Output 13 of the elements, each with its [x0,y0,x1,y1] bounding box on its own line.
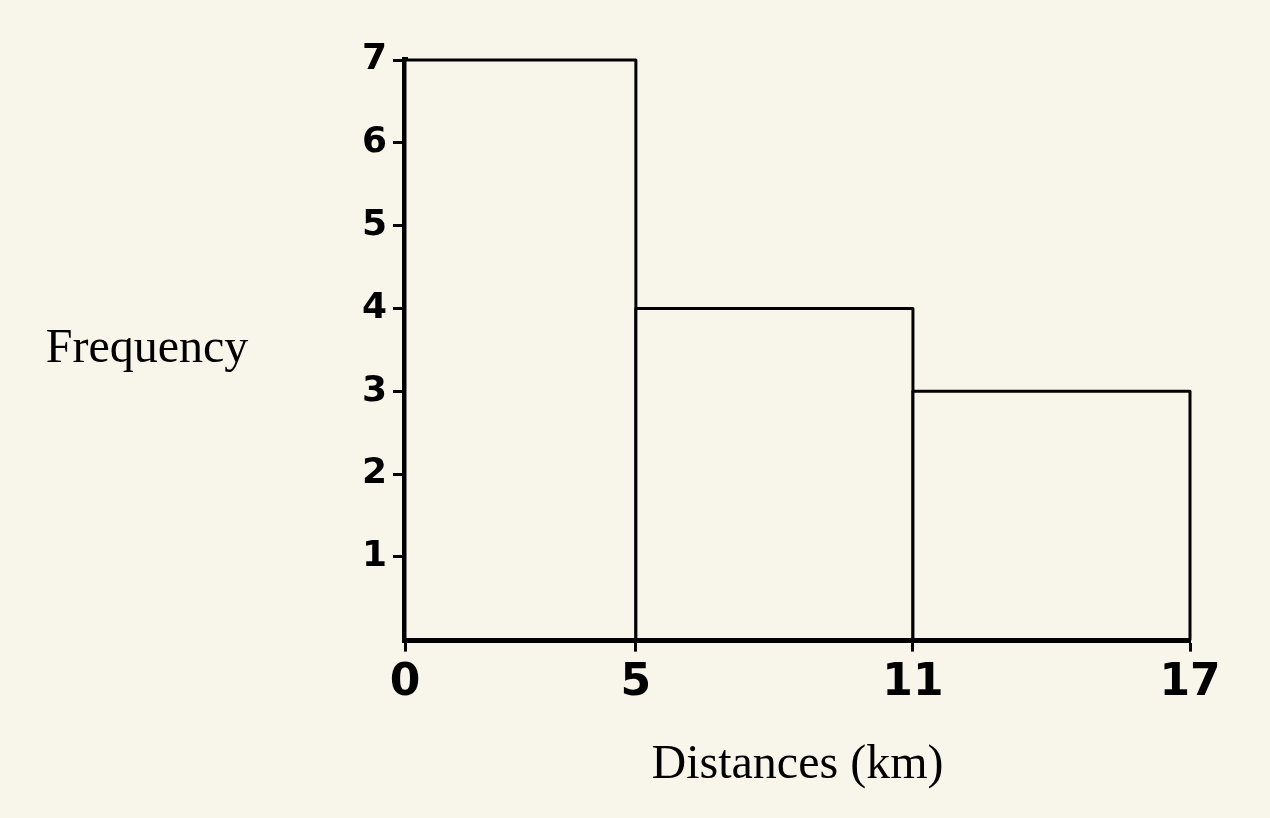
y-tick-label: 2 [361,450,387,492]
x-axis-title: Distances (km) [651,734,944,789]
x-tick-label: 17 [1159,654,1221,706]
y-axis-title: Frequency [45,319,249,373]
y-tick-label: 4 [361,284,387,326]
y-tick-label: 7 [361,36,387,78]
x-tick-label: 11 [882,654,944,706]
y-tick-label: 5 [361,201,387,243]
x-tick-label: 0 [389,654,421,706]
y-tick-label: 1 [361,533,387,575]
y-tick-label: 6 [361,119,387,161]
y-tick-label: 3 [361,367,387,409]
x-tick-label: 5 [620,654,652,706]
